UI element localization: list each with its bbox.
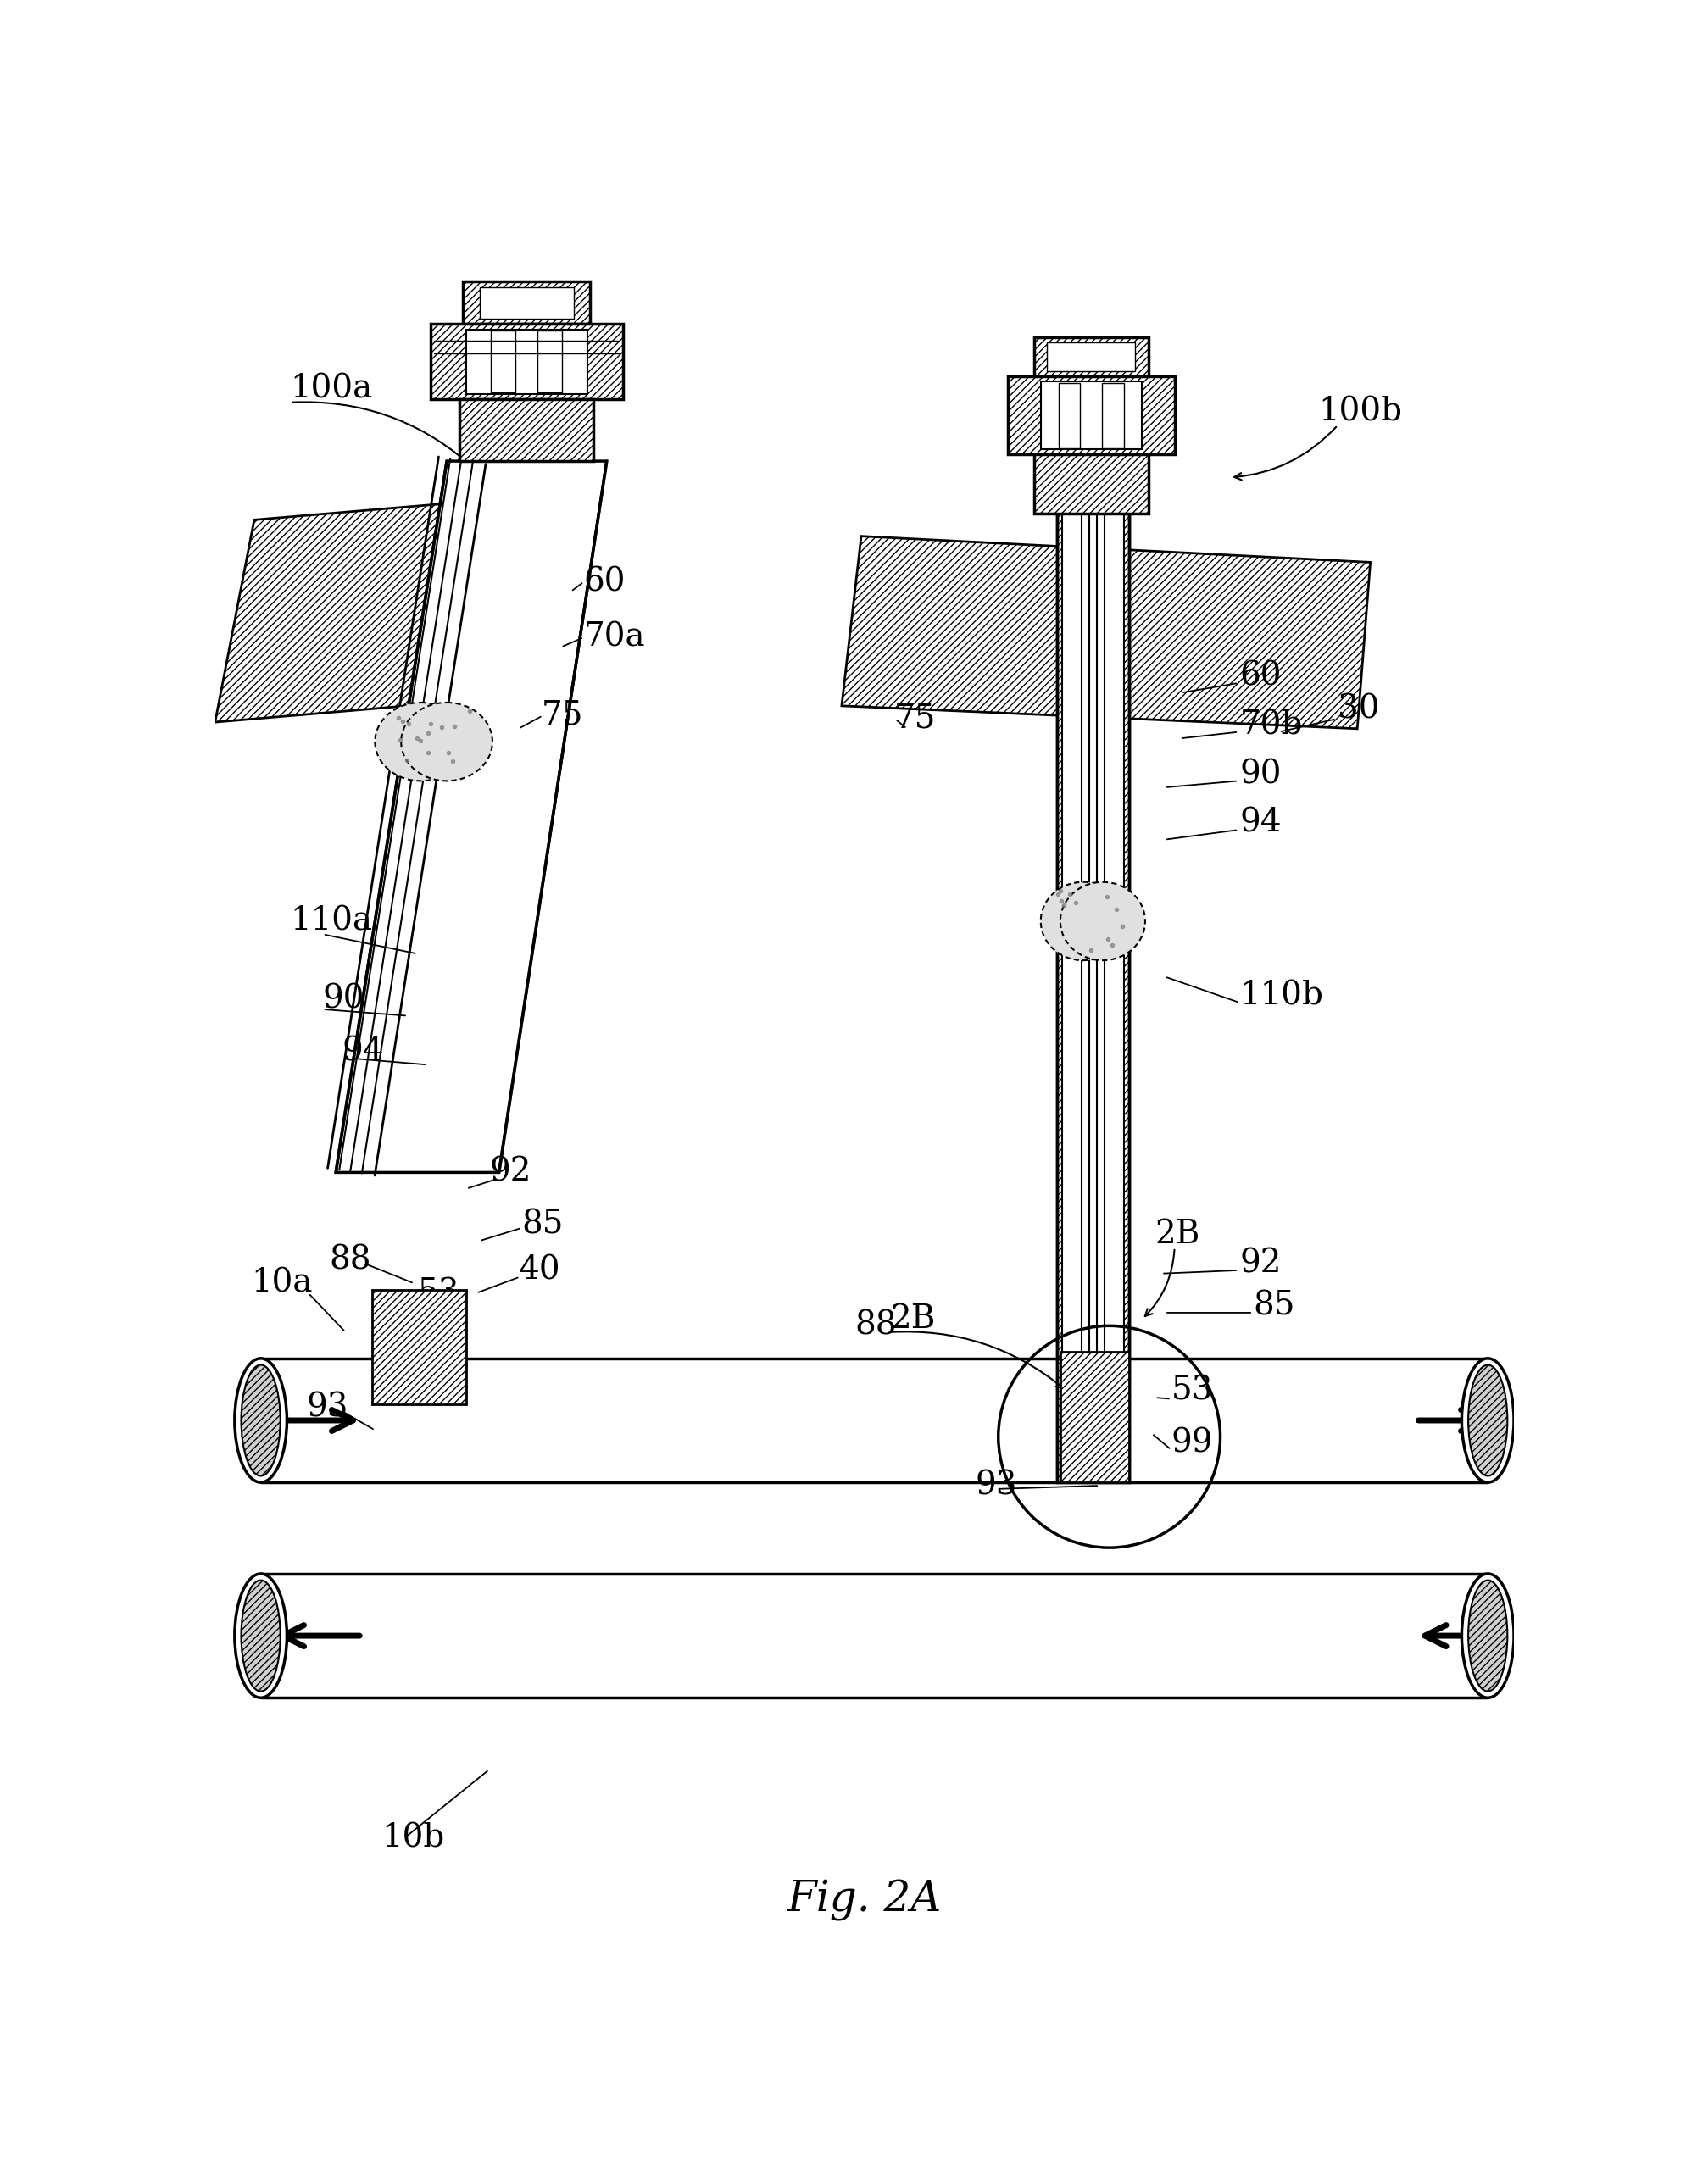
Bar [1034,454,1148,513]
Ellipse shape [1040,882,1125,961]
Text: 110a: 110a [290,906,373,937]
Text: 110b: 110b [1239,981,1324,1011]
Text: 90: 90 [322,983,364,1016]
Text: 2B: 2B [1155,1219,1200,1249]
Text: 10b: 10b [381,1821,443,1854]
Ellipse shape [401,703,492,782]
Bar [1060,1352,1128,1483]
Text: 94: 94 [342,1035,384,1068]
Polygon shape [336,461,607,1173]
Text: 85: 85 [1253,1291,1295,1321]
Ellipse shape [1462,1575,1514,1697]
Text: 30: 30 [1337,692,1379,725]
Text: 60: 60 [583,566,626,598]
Text: 53: 53 [1170,1376,1212,1406]
Text: 100a: 100a [290,373,373,404]
Text: 93: 93 [975,1470,1017,1500]
Ellipse shape [234,1358,287,1483]
Bar [1047,343,1135,371]
Polygon shape [214,491,600,723]
Text: 92: 92 [1239,1247,1281,1280]
Text: 93: 93 [307,1391,349,1424]
Text: 70a: 70a [583,622,646,653]
Text: 70b: 70b [1239,710,1302,740]
Text: 2B: 2B [890,1304,936,1334]
Text: Fig. 2A: Fig. 2A [787,1878,941,1922]
Ellipse shape [241,1365,280,1476]
Text: 60: 60 [1239,662,1281,692]
Ellipse shape [1467,1365,1507,1476]
Ellipse shape [1462,1358,1514,1483]
Bar [1057,513,1128,1483]
Bar [1057,382,1079,448]
Text: 75: 75 [894,703,936,734]
Ellipse shape [234,1575,287,1697]
Bar [460,400,593,461]
Text: 99: 99 [415,1343,455,1374]
Bar [1040,382,1141,450]
Text: 40: 40 [518,1254,560,1286]
Bar [1062,513,1123,1483]
Text: 88: 88 [329,1245,371,1275]
Bar [430,323,622,400]
Bar [538,330,561,393]
Bar [371,1291,465,1404]
Bar [479,286,573,319]
Bar [1101,382,1123,448]
Text: 88: 88 [855,1310,897,1341]
Text: 94: 94 [1239,808,1281,839]
Text: 10a: 10a [251,1267,312,1299]
Text: 85: 85 [521,1210,563,1241]
Ellipse shape [1060,882,1145,961]
Bar [464,282,590,323]
Text: 53: 53 [416,1278,459,1308]
Bar [1034,336,1148,376]
Bar [1008,376,1173,454]
Polygon shape [841,535,1369,729]
Text: 100b: 100b [1317,397,1401,428]
Text: 90: 90 [1239,758,1281,791]
Text: 99: 99 [1170,1428,1212,1459]
Bar [491,330,514,393]
Bar [465,330,587,393]
Ellipse shape [374,703,465,782]
Ellipse shape [1467,1581,1507,1690]
Text: 92: 92 [489,1158,531,1188]
Text: 75: 75 [541,699,583,732]
Ellipse shape [241,1581,280,1690]
